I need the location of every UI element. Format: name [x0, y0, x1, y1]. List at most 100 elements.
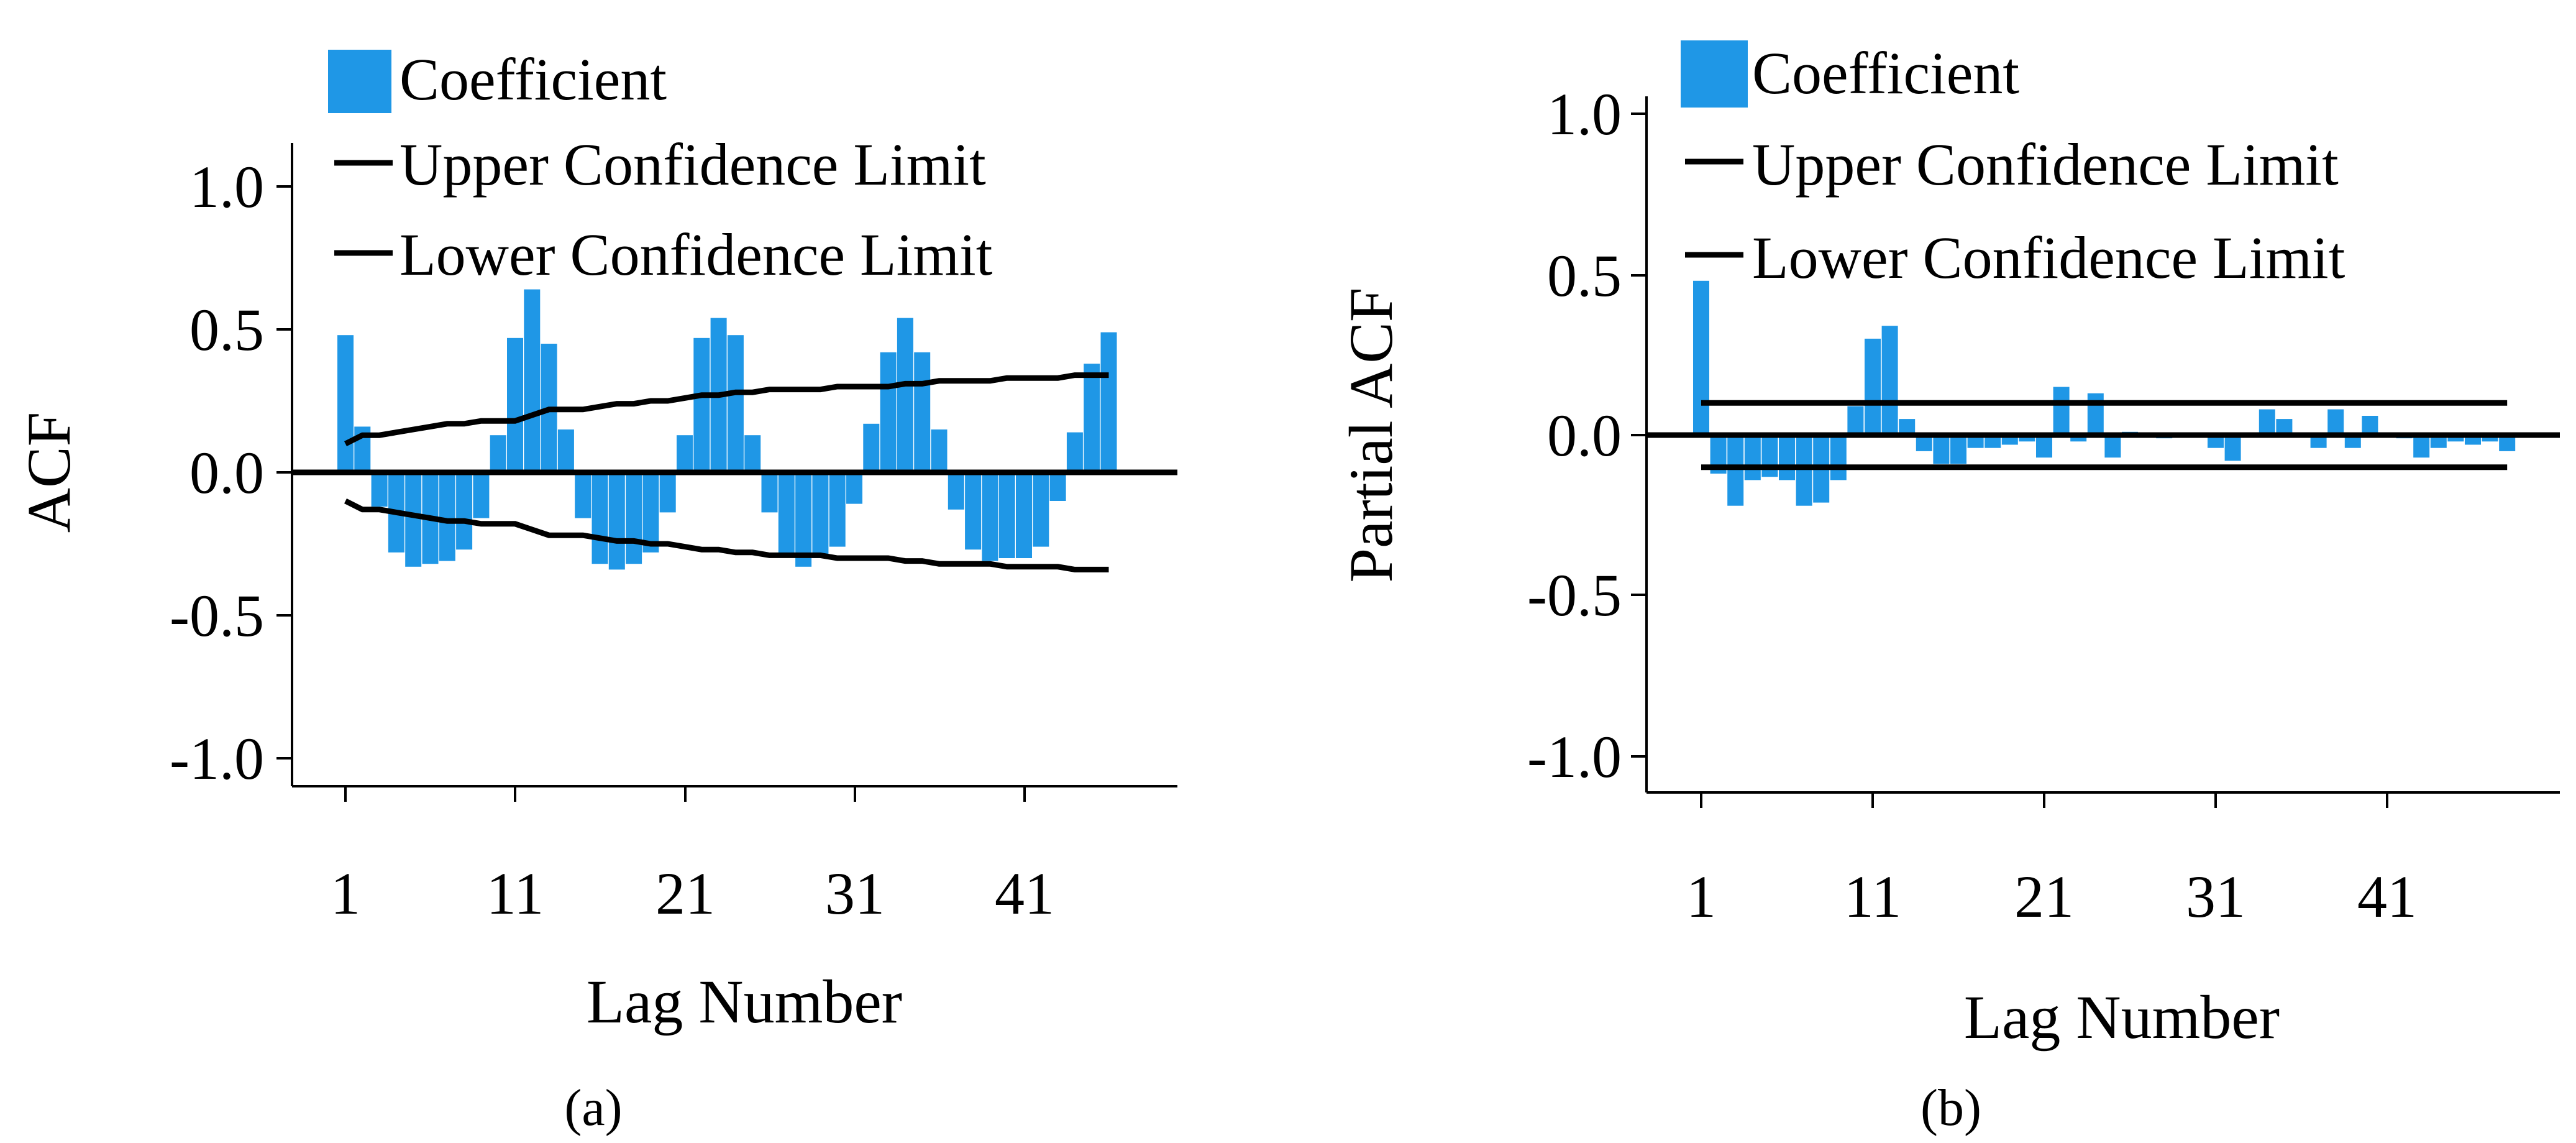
coefficient-bar-lag-6 — [1779, 435, 1795, 480]
x-tick-label: 41 — [995, 860, 1054, 927]
coefficient-bar-lag-16 — [591, 472, 608, 564]
coefficient-bar-lag-23 — [2070, 435, 2087, 442]
legend-coefficient-label: Coefficient — [1752, 40, 2019, 106]
coefficient-bar-lag-40 — [2362, 416, 2378, 435]
coefficient-bar-lag-17 — [608, 472, 625, 570]
x-tick-label: 1 — [1686, 863, 1716, 930]
coefficient-bar-lag-32 — [863, 423, 880, 472]
coefficient-bar-lag-45 — [2447, 435, 2464, 442]
x-tick-label: 11 — [1844, 863, 1901, 930]
legend-coefficient-label: Coefficient — [400, 46, 667, 112]
coefficient-bar-lag-22 — [2053, 387, 2070, 435]
coefficient-bar-lag-9 — [1830, 435, 1847, 480]
y-tick-label: -1.0 — [1527, 723, 1622, 790]
coefficient-bar-lag-5 — [405, 472, 422, 567]
coefficient-bar-lag-27 — [778, 472, 795, 556]
coefficient-bar-lag-7 — [439, 472, 455, 561]
y-axis-title-pacf: Partial ACF — [1336, 287, 1405, 582]
coefficient-bar-lag-17 — [1967, 435, 1984, 448]
x-tick-label: 31 — [2186, 863, 2245, 930]
coefficient-bar-lag-28 — [795, 472, 812, 567]
x-tick-label: 11 — [486, 860, 544, 927]
x-ticks-acf: 1 11 21 31 41 — [331, 786, 1054, 927]
coefficient-bar-lag-16 — [1950, 435, 1966, 464]
panel-label-a: (a) — [564, 1079, 622, 1137]
coefficient-bar-lag-21 — [2036, 435, 2052, 458]
y-ticks-acf: 1.0 0.5 0.0 -0.5 -1.0 — [170, 154, 292, 792]
coefficient-bar-lag-46 — [1100, 332, 1117, 472]
y-tick-label: 1.0 — [1547, 81, 1622, 147]
y-tick-label: -0.5 — [170, 582, 264, 649]
coefficient-bar-lag-39 — [982, 472, 998, 561]
coefficient-bar-lag-3 — [1727, 435, 1744, 506]
y-tick-label: 0.0 — [190, 439, 264, 506]
coefficient-bar-lag-10 — [490, 435, 506, 472]
coefficient-bar-lag-41 — [1016, 472, 1032, 558]
coefficient-bar-lag-34 — [2259, 409, 2275, 435]
coefficient-bar-lag-33 — [880, 352, 897, 472]
coefficient-bar-lag-32 — [2224, 435, 2241, 461]
y-tick-label: 0.0 — [1547, 402, 1622, 469]
x-tick-label: 21 — [2014, 863, 2074, 930]
legend-pacf: Coefficient Upper Confidence Limit Lower… — [1681, 40, 2345, 291]
bars-pacf — [1693, 280, 2516, 506]
coefficient-bar-lag-5 — [1761, 435, 1778, 477]
coefficient-bar-lag-43 — [1049, 472, 1066, 501]
coefficient-bar-lag-30 — [829, 472, 846, 547]
coefficient-bar-lag-47 — [2482, 435, 2498, 442]
x-ticks-pacf: 1 11 21 31 41 — [1686, 792, 2417, 930]
coefficient-bar-lag-12 — [1881, 326, 1898, 435]
coefficient-bar-lag-14 — [557, 429, 574, 472]
coefficient-bar-lag-24 — [2087, 393, 2104, 435]
y-tick-label: 1.0 — [190, 154, 264, 220]
coefficient-bar-lag-25 — [2104, 435, 2121, 458]
legend-coefficient-swatch — [328, 50, 391, 113]
coefficient-bar-lag-9 — [473, 472, 490, 518]
panel-pacf: Coefficient Upper Confidence Limit Lower… — [1336, 40, 2560, 1137]
coefficient-bar-lag-37 — [2310, 435, 2327, 448]
x-tick-label: 1 — [331, 860, 360, 927]
y-tick-label: -0.5 — [1527, 562, 1622, 628]
coefficient-bar-lag-38 — [965, 472, 982, 550]
coefficient-bar-lag-3 — [371, 472, 388, 507]
coefficient-bar-lag-10 — [1847, 406, 1864, 435]
x-tick-label: 21 — [655, 860, 715, 927]
coefficient-bar-lag-15 — [1933, 435, 1950, 464]
y-tick-label: 0.5 — [1547, 242, 1622, 309]
panel-label-b: (b) — [1921, 1079, 1981, 1137]
coefficient-bar-lag-1 — [1693, 280, 1709, 435]
x-axis-title-acf: Lag Number — [587, 967, 902, 1036]
coefficient-bar-lag-20 — [2019, 435, 2035, 442]
legend-lower-label: Lower Confidence Limit — [400, 221, 993, 288]
coefficient-bar-lag-18 — [1985, 435, 2001, 448]
coefficient-bar-lag-15 — [575, 472, 591, 518]
coefficient-bar-lag-29 — [812, 472, 829, 558]
coefficient-bar-lag-22 — [693, 337, 710, 472]
x-tick-label: 41 — [2357, 863, 2417, 930]
legend-coefficient-swatch — [1681, 40, 1748, 108]
coefficient-bar-lag-20 — [659, 472, 676, 513]
coefficient-bar-lag-34 — [897, 318, 913, 472]
y-axis-title-acf: ACF — [14, 412, 83, 533]
coefficient-bar-lag-40 — [998, 472, 1015, 558]
coefficient-bar-lag-31 — [2208, 435, 2224, 448]
coefficient-bar-lag-8 — [456, 472, 473, 550]
legend-upper-label: Upper Confidence Limit — [1752, 131, 2339, 198]
coefficient-bar-lag-38 — [2327, 409, 2344, 435]
y-tick-label: 0.5 — [190, 296, 264, 363]
coefficient-bar-lag-39 — [2344, 435, 2361, 448]
coefficient-bar-lag-43 — [2413, 435, 2430, 458]
coefficient-bar-lag-26 — [761, 472, 778, 513]
bars-acf — [337, 289, 1117, 570]
x-axis-title-pacf: Lag Number — [1964, 983, 2280, 1052]
upper-confidence-line-acf — [344, 372, 1109, 447]
panel-acf: Coefficient Upper Confidence Limit Lower… — [14, 46, 1177, 1137]
coefficient-bar-lag-45 — [1084, 364, 1100, 472]
x-tick-label: 31 — [825, 860, 885, 927]
y-ticks-pacf: 1.0 0.5 0.0 -0.5 -1.0 — [1527, 81, 1647, 790]
coefficient-bar-lag-31 — [846, 472, 862, 504]
coefficient-bar-lag-36 — [931, 429, 948, 472]
coefficient-bar-lag-11 — [1865, 338, 1881, 435]
coefficient-bar-lag-21 — [677, 435, 693, 472]
lower-confidence-line-acf — [344, 498, 1109, 572]
